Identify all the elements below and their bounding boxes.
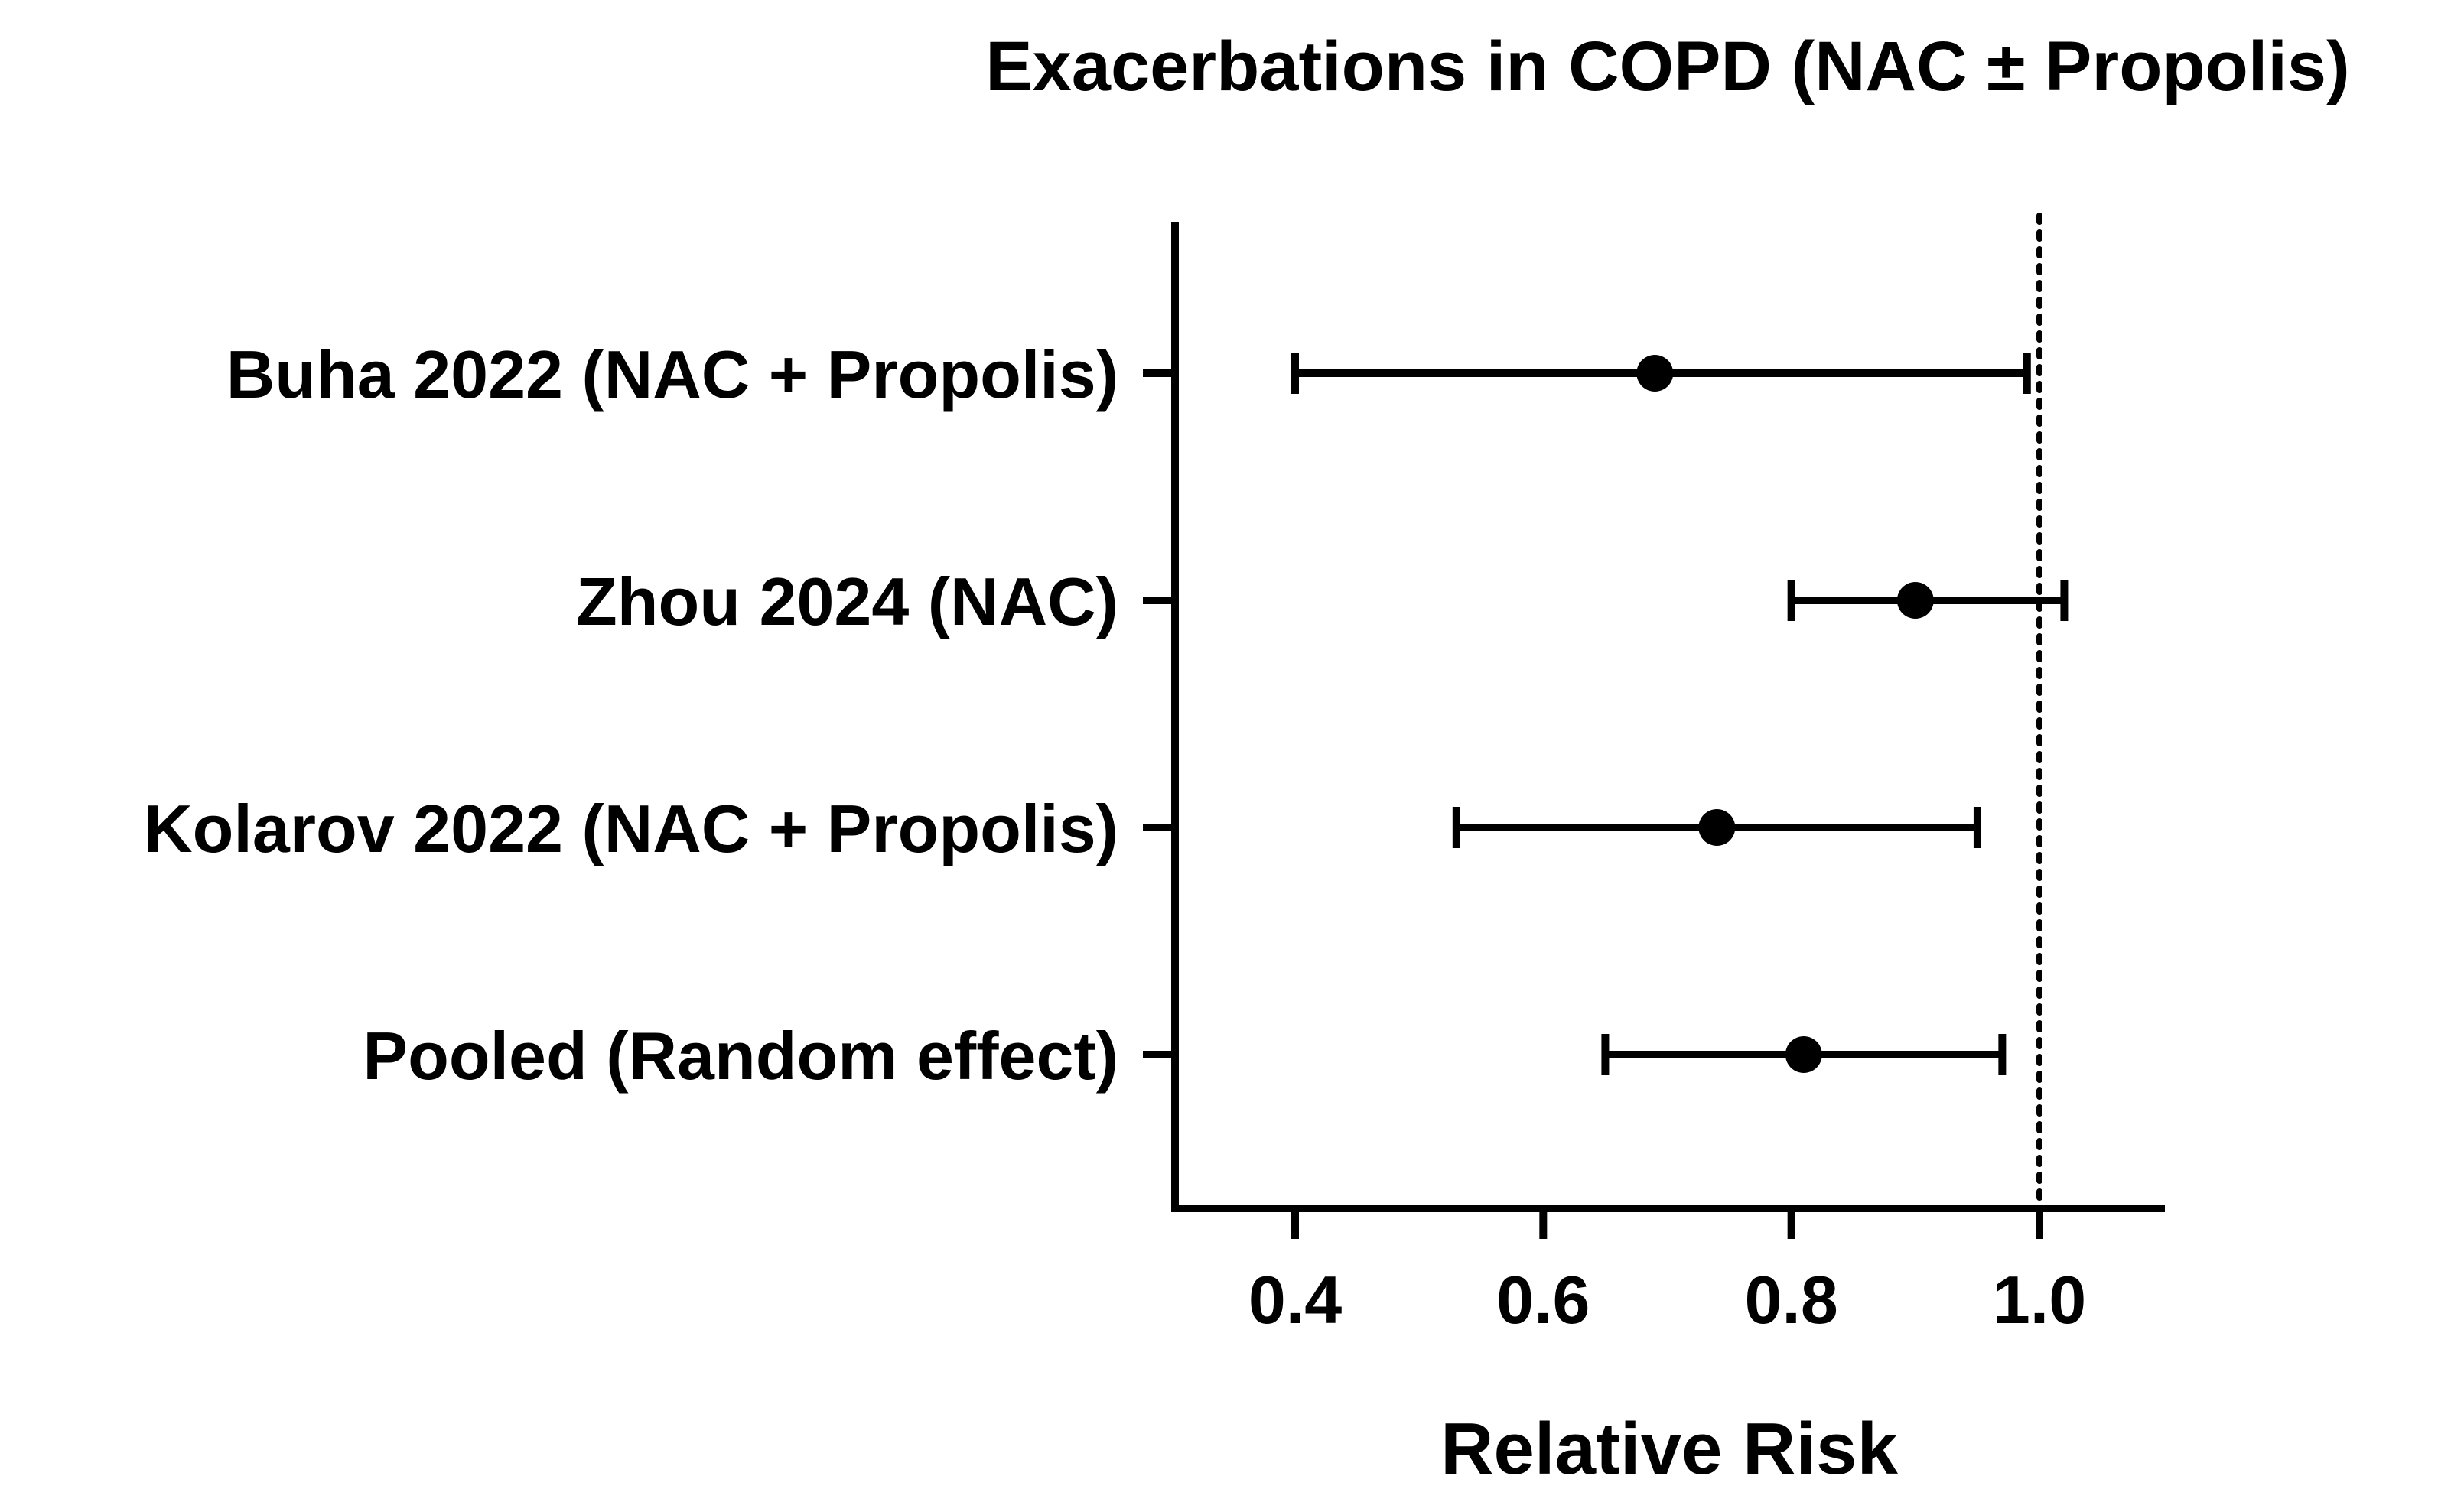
study-rows: Buha 2022 (NAC + Propolis) Zhou 2024 (NAC… bbox=[144, 336, 2069, 1094]
x-tick-label: 0.8 bbox=[1744, 1262, 1837, 1338]
chart-title: Exacerbations in COPD (NAC ± Propolis) bbox=[985, 28, 2349, 106]
x-axis-title: Relative Risk bbox=[1440, 1408, 1898, 1490]
x-tick-label: 0.4 bbox=[1248, 1262, 1342, 1338]
study-row: Zhou 2024 (NAC) bbox=[576, 564, 2069, 639]
study-label: Kolarov 2022 (NAC + Propolis) bbox=[144, 791, 1118, 866]
x-tick-label: 0.6 bbox=[1496, 1262, 1590, 1338]
point-estimate bbox=[1698, 809, 1736, 846]
study-label: Zhou 2024 (NAC) bbox=[576, 564, 1118, 639]
study-row: Pooled (Random effect) bbox=[363, 1018, 2007, 1094]
point-estimate bbox=[1636, 355, 1674, 392]
study-row: Kolarov 2022 (NAC + Propolis) bbox=[144, 791, 1981, 866]
point-estimate bbox=[1896, 582, 1934, 619]
x-ticks: 0.4 0.6 0.8 1.0 bbox=[1248, 1208, 2086, 1338]
axes bbox=[1171, 222, 2165, 1212]
study-label: Pooled (Random effect) bbox=[363, 1018, 1118, 1094]
x-tick-label: 1.0 bbox=[1993, 1262, 2086, 1338]
point-estimate bbox=[1785, 1036, 1822, 1073]
study-label: Buha 2022 (NAC + Propolis) bbox=[226, 336, 1118, 412]
study-row: Buha 2022 (NAC + Propolis) bbox=[226, 336, 2031, 412]
